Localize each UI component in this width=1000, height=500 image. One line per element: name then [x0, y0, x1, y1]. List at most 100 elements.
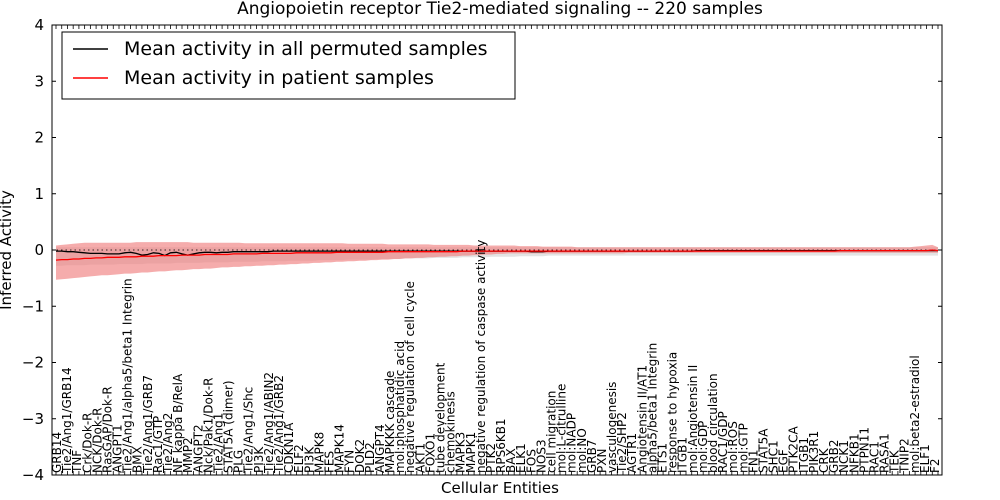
x-tick-label: FOXO1: [423, 433, 437, 473]
x-tick-label: Tie2/Ang1/Shc: [242, 387, 256, 474]
patient-mean-line: [55, 249, 939, 261]
x-tick-label: mol:GDP: [696, 421, 710, 473]
x-tick-label: PIK3R1: [807, 431, 821, 473]
x-tick-label: ELK1: [514, 443, 528, 473]
x-tick-label: chemokinesis: [444, 391, 458, 473]
x-axis-tick-labels: GRB14Tie2/Ang1/GRB14TNFCrk/Dok-RNCK/Dok-…: [50, 240, 942, 474]
y-tick-label: 4: [34, 16, 44, 34]
legend-label: Mean activity in patient samples: [124, 67, 434, 89]
x-tick-label: FES: [323, 451, 337, 473]
x-tick-label: MAPK1: [464, 432, 478, 473]
y-tick-label: 2: [34, 129, 44, 147]
y-tick-label: 3: [34, 72, 44, 90]
x-tick-label: cell migration: [545, 391, 559, 473]
x-tick-label: ANGPT4: [373, 424, 387, 473]
x-tick-label: FN1: [746, 449, 760, 473]
x-tick-label: EGF: [777, 449, 791, 473]
x-tick-label: GRB14: [50, 432, 64, 473]
x-tick-label: negative regulation of caspase activity: [474, 240, 488, 473]
y-axis-label: Inferred Activity: [0, 190, 15, 310]
x-tick-label: FYN: [343, 450, 357, 473]
x-tick-label: NCK1: [837, 440, 851, 473]
x-tick-label: alpha5/beta1 Integrin: [645, 343, 659, 473]
x-tick-label: ELF1: [918, 444, 932, 473]
y-tick-label: 1: [34, 185, 44, 203]
y-axis: −4 −3 −2 −1 0 1 2 3 4: [22, 16, 942, 484]
x-tick-label: GRB2: [827, 439, 841, 473]
x-tick-label: mol:beta2-estradiol: [908, 355, 922, 473]
x-axis-ticks: [55, 25, 939, 475]
x-tick-label: Tie2/SHP2: [615, 412, 629, 474]
x-tick-label: PXN: [595, 449, 609, 473]
x-tick-label: Tie2/Ang1: [212, 413, 226, 474]
x-tick-label: response to hypoxia: [666, 352, 680, 473]
x-tick-label: Tie2/Ang1/ABIN2: [262, 372, 276, 474]
x-tick-label: RAC1: [867, 441, 881, 473]
x-tick-label: AGTR1: [625, 433, 639, 473]
series-lines: [55, 249, 939, 261]
x-tick-label: MAPK14: [333, 424, 347, 473]
x-tick-label: Nck/Pak1/Dok-R: [201, 378, 215, 473]
x-tick-label: RASA1: [878, 433, 892, 473]
x-tick-label: MAPKKK cascade: [383, 371, 397, 473]
y-tick-label: 0: [34, 241, 44, 259]
x-tick-label: BAX: [504, 448, 518, 473]
x-tick-label: PTPN11: [857, 427, 871, 473]
x-tick-label: PLG: [232, 450, 246, 473]
x-tick-label: PLD2: [363, 442, 377, 473]
x-tick-label: negative regulation of cell cycle: [403, 281, 417, 473]
x-tick-label: Tie2/Ang1/GRB14: [60, 367, 74, 474]
x-tick-label: ANGPT1: [111, 424, 125, 473]
x-tick-label: AKT1: [413, 443, 427, 473]
x-tick-label: Angiotensin II/AT1: [635, 365, 649, 473]
x-tick-label: DOK2: [353, 439, 367, 473]
x-tick-label: MMP2: [181, 437, 195, 473]
x-tick-label: Rac1/GTP: [151, 416, 165, 473]
x-axis-label: Cellular Entities: [441, 479, 559, 497]
x-tick-label: RAC1/GDP: [716, 411, 730, 473]
x-tick-label: NOS3: [534, 439, 548, 473]
legend-label: Mean activity in all permuted samples: [124, 38, 487, 60]
chart-title: Angiopoietin receptor Tie2-mediated sign…: [237, 0, 763, 19]
y-tick-label: −4: [22, 466, 44, 484]
x-tick-label: PI3K: [302, 446, 316, 473]
x-tick-label: mol:ROS: [726, 421, 740, 473]
x-tick-label: ANGPT2: [191, 424, 205, 473]
x-tick-label: TNF: [70, 450, 84, 474]
x-tick-label: MAPK8: [312, 432, 326, 473]
x-tick-label: Crk/Dok-R: [80, 412, 94, 473]
x-tick-label: ITGB1: [797, 437, 811, 473]
x-tick-label: mol:NADP: [565, 413, 579, 473]
x-tick-label: BMX: [131, 446, 145, 473]
y-tick-label: −3: [22, 410, 44, 428]
x-tick-label: GRB7: [585, 439, 599, 473]
x-tick-label: ETS1: [656, 443, 670, 473]
x-tick-label: PTK2: [484, 443, 498, 473]
x-tick-label: Tie2/Ang1/alpha5/beta1 Integrin: [121, 278, 135, 474]
x-tick-label: RasGAP/Dok-R: [101, 386, 115, 473]
y-tick-label: −1: [22, 297, 44, 315]
x-tick-label: Tie2/Ang2: [161, 413, 175, 474]
legend-box: [61, 31, 516, 100]
legend: Mean activity in all permuted samples Mea…: [61, 31, 516, 100]
x-tick-label: NFKB1: [847, 433, 861, 473]
x-tick-label: vasculogenesis: [605, 382, 619, 473]
x-tick-label: ITGB1: [676, 437, 690, 473]
x-tick-label: mol:L-citrulline: [555, 384, 569, 473]
x-tick-label: STAT5A (dimer): [222, 380, 236, 473]
x-tick-label: ELF2: [292, 444, 306, 473]
y-tick-label: −2: [22, 354, 44, 372]
x-tick-label: TEK: [888, 449, 902, 474]
x-tick-label: NF kappa B/RelA: [171, 373, 185, 473]
x-tick-label: PTK2CA: [787, 426, 801, 473]
x-tick-label: FOS: [524, 449, 538, 473]
x-tick-label: mol:NO: [575, 428, 589, 473]
x-tick-label: TNIP2: [898, 438, 912, 474]
x-tick-label: mol:Angiotensin II: [686, 365, 700, 473]
x-tick-label: Tie2/Ang1/GRB2: [272, 375, 286, 474]
x-tick-label: mol:GTP: [736, 423, 750, 473]
x-tick-label: SHC1: [767, 440, 781, 473]
x-tick-label: CRK: [817, 447, 831, 473]
x-tick-label: mol:phosphatidic acid: [393, 341, 407, 473]
